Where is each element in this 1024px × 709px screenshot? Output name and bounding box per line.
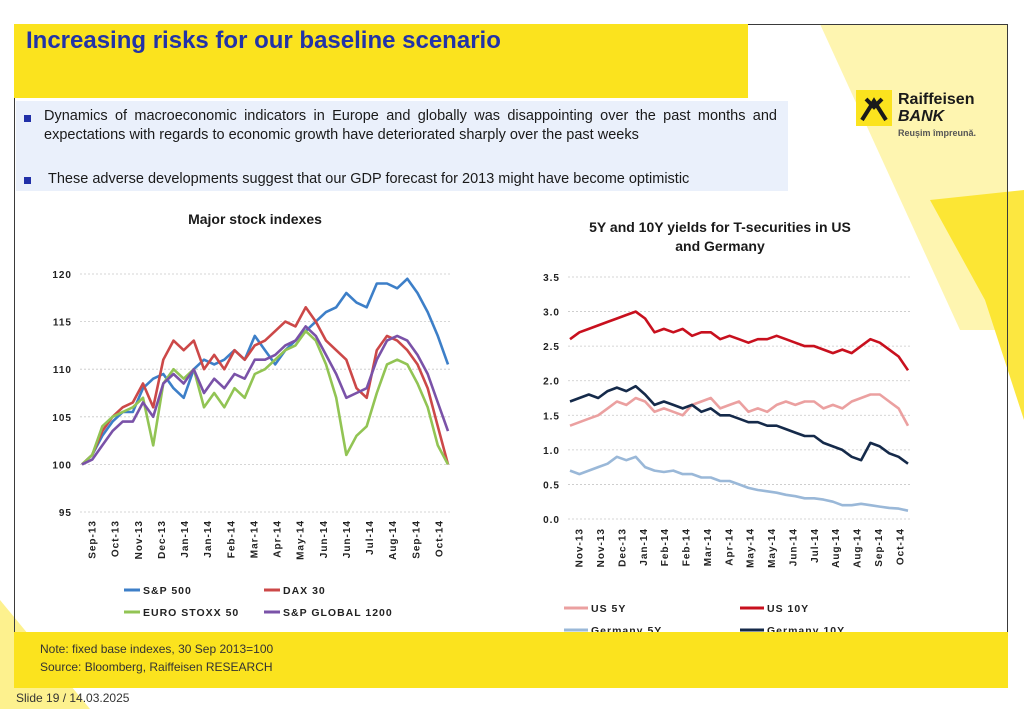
stock-chart-x-tick-label: Aug-14	[388, 520, 399, 560]
yields-chart-x-tick-label: Jan-14	[639, 528, 650, 566]
yields-chart-y-tick-label: 3.0	[543, 308, 560, 319]
stock-chart-x-tick-label: Mar-14	[249, 520, 260, 558]
stock-chart-y-tick-label: 110	[53, 365, 72, 376]
stock-chart-legend-label: DAX 30	[283, 585, 326, 597]
stock-chart-x-tick-label: Oct-14	[434, 520, 445, 557]
logo-tagline: Reușim împreună.	[898, 128, 976, 138]
raiffeisen-logo: Raiffeisen BANK Reușim împreună.	[856, 87, 1002, 147]
yields-chart-x-tick-label: Feb-14	[660, 528, 671, 566]
stock-chart-x-tick-label: Jun-14	[319, 520, 330, 558]
stock-chart-series-line-2	[81, 329, 450, 466]
yields-chart-y-tick-label: 2.5	[543, 342, 560, 353]
stock-chart-series-line-0	[81, 277, 450, 466]
bullet-square-icon	[24, 115, 31, 122]
stock-chart-x-tick-label: Nov-13	[134, 520, 145, 559]
stock-chart-x-tick-label: Dec-13	[157, 520, 168, 559]
yields-chart-y-tick-label: 0.0	[543, 515, 560, 526]
yields-chart-legend-label: US 10Y	[767, 603, 809, 615]
yields-chart-x-tick-label: Sep-14	[874, 528, 885, 567]
footer-bar	[14, 632, 1008, 688]
stock-chart-series-line-1	[81, 305, 450, 466]
stock-chart-y-tick-label: 105	[52, 413, 72, 424]
logo-name-line1: Raiffeisen	[898, 91, 974, 108]
stock-chart-x-tick-label: Feb-14	[226, 520, 237, 558]
yields-chart-x-tick-label: Aug-14	[831, 528, 842, 568]
footer-note: Note: fixed base indexes, 30 Sep 2013=10…	[40, 642, 274, 656]
stock-chart-x-tick-label: Jan-14	[180, 520, 191, 558]
yields-chart-x-tick-label: Apr-14	[724, 528, 735, 566]
logo-name-line2: BANK	[898, 108, 946, 125]
yields-chart: 0.0 0.5 1.0 1.5 2.0 2.5 3.0 3.5 Nov-13 Nov-13 Dec-…	[543, 273, 910, 637]
stock-chart-x-tick-label: Sep-14	[411, 520, 422, 559]
yields-chart-x-tick-label: May-14	[746, 528, 757, 568]
yields-chart-x-tick-label: Mar-14	[703, 528, 714, 566]
bullet-square-icon	[24, 177, 31, 184]
stock-chart-y-tick-label: 100	[52, 460, 72, 471]
yields-chart-x-tick-label: Nov-13	[596, 528, 607, 567]
bullet-panel	[16, 101, 788, 191]
yields-chart-y-tick-label: 0.5	[543, 480, 560, 491]
stock-chart-legend-label: S&P GLOBAL 1200	[283, 607, 393, 619]
stock-chart-y-tick-label: 120	[52, 270, 72, 281]
stock-chart-x-tick-label: Jun-14	[342, 520, 353, 558]
yields-chart-x-tick-label: Aug-14	[853, 528, 864, 568]
yields-chart-series-line-2	[569, 455, 909, 512]
chart-1-title: Major stock indexes	[188, 211, 322, 227]
yields-chart-x-tick-label: Jun-14	[788, 528, 799, 566]
page-title: Increasing risks for our baseline scenar…	[26, 27, 501, 54]
stock-chart-y-tick-label: 115	[53, 318, 72, 329]
stock-chart-legend-label: S&P 500	[143, 585, 192, 597]
yields-chart-series-line-3	[569, 384, 909, 465]
stock-chart-legend-label: EURO STOXX 50	[143, 607, 239, 619]
yields-chart-y-tick-label: 1.5	[543, 411, 560, 422]
yields-chart-series-line-1	[569, 310, 910, 372]
yields-chart-series-line-0	[569, 393, 910, 427]
yields-chart-legend-label: US 5Y	[591, 603, 626, 615]
stock-chart-x-tick-label: Jul-14	[365, 520, 376, 555]
yields-chart-x-tick-label: Feb-14	[682, 528, 693, 566]
stock-indexes-chart: 95 100 105 110 115 120 Sep-13 Oct-13 Nov-13 Dec-1…	[52, 270, 450, 619]
slide-number: Slide 19 / 14.03.2025	[16, 691, 130, 705]
stock-chart-x-tick-label: Sep-13	[88, 520, 99, 559]
stock-chart-series-line-3	[81, 325, 450, 466]
stock-chart-x-tick-label: Apr-14	[273, 520, 284, 558]
yields-chart-x-tick-label: Oct-14	[895, 528, 906, 565]
logo-emblem-icon: Raiffeisen BANK Reușim împreună.	[856, 90, 976, 138]
chart-2-title: 5Y and 10Y yields for T-securities in US…	[589, 219, 851, 254]
yields-chart-y-tick-label: 2.0	[543, 377, 560, 388]
stock-chart-x-tick-label: Jan-14	[203, 520, 214, 558]
yields-chart-y-tick-label: 3.5	[543, 273, 560, 284]
bullet-text-1: Dynamics of macroeconomic indicators in …	[44, 108, 777, 143]
yields-chart-x-tick-label: Jul-14	[810, 528, 821, 563]
title-bar	[14, 24, 748, 98]
yields-chart-x-tick-label: May-14	[767, 528, 778, 568]
bullet-text-2: These adverse developments suggest that …	[48, 171, 690, 187]
stock-chart-x-tick-label: May-14	[296, 520, 307, 560]
stock-chart-y-tick-label: 95	[59, 508, 72, 519]
stock-chart-x-tick-label: Oct-13	[111, 520, 122, 557]
yields-chart-y-tick-label: 1.0	[543, 446, 560, 457]
yields-chart-x-tick-label: Dec-13	[617, 528, 628, 567]
yields-chart-x-tick-label: Nov-13	[575, 528, 586, 567]
footer-source: Source: Bloomberg, Raiffeisen RESEARCH	[40, 660, 273, 674]
